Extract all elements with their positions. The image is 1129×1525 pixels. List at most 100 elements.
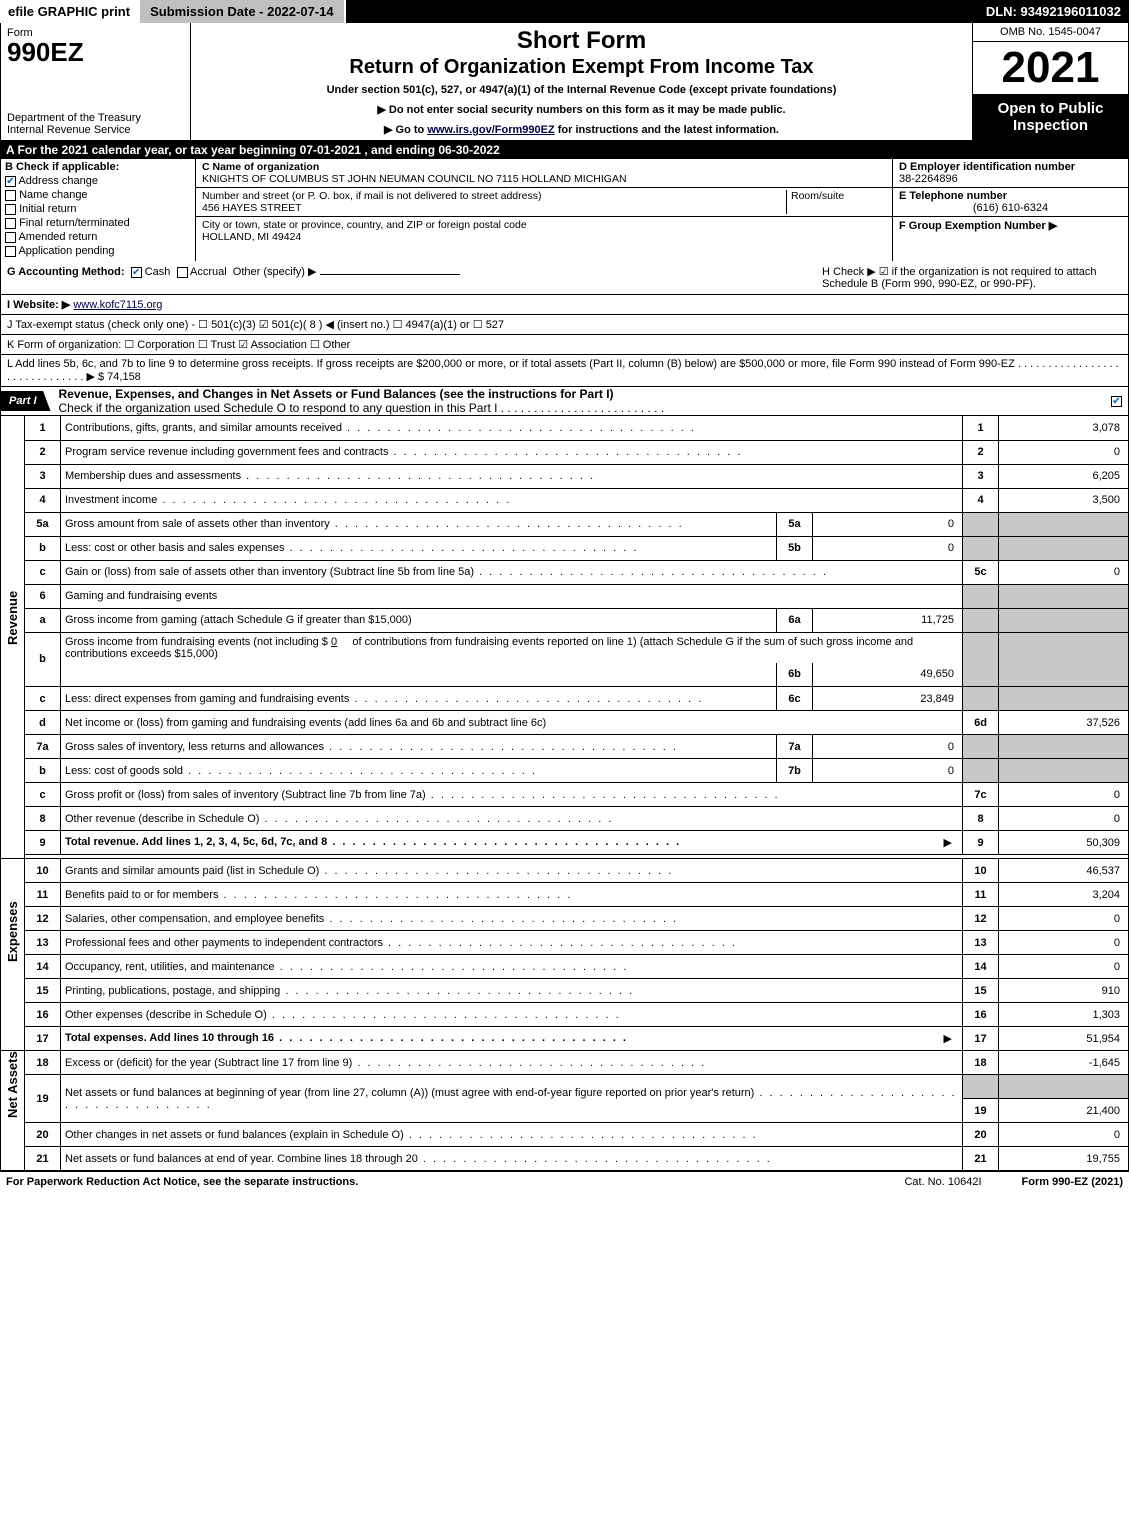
line-11: 11 Benefits paid to or for members 11 3,… [1,883,1129,907]
part1-tab: Part I [1,391,51,411]
accrual-label: Accrual [190,266,227,278]
street-hdr: Number and street (or P. O. box, if mail… [202,190,541,202]
website-link[interactable]: www.kofc7115.org [73,299,162,311]
dept-treasury: Department of the Treasury Internal Reve… [7,112,184,136]
line-3: 3 Membership dues and assessments 3 6,20… [1,464,1129,488]
line-6b-2: 6b 49,650 [1,663,1129,687]
line-12: 12 Salaries, other compensation, and emp… [1,907,1129,931]
line-1: Revenue 1 Contributions, gifts, grants, … [1,416,1129,440]
city-row: City or town, state or province, country… [196,217,892,245]
col-d: D Employer identification number 38-2264… [893,159,1128,261]
line-9: 9 Total revenue. Add lines 1, 2, 3, 4, 5… [1,831,1129,855]
public-inspection: Open to Public Inspection [973,94,1128,140]
efile-label: efile GRAPHIC print [0,0,140,23]
other-label: Other (specify) ▶ [233,266,317,278]
l6b-underline: 0 [331,636,337,648]
row-i: I Website: ▶ www.kofc7115.org [0,295,1129,315]
section-a: A For the 2021 calendar year, or tax yea… [0,141,1129,159]
irs-link[interactable]: www.irs.gov/Form990EZ [427,124,554,136]
row-g-h: G Accounting Method: Cash Accrual Other … [0,261,1129,295]
city-hdr: City or town, state or province, country… [202,219,527,231]
tel: (616) 610-6324 [899,202,1122,214]
ein: 38-2264896 [899,173,958,185]
header-center: Short Form Return of Organization Exempt… [191,23,973,140]
line-7a: 7a Gross sales of inventory, less return… [1,735,1129,759]
g-accounting: G Accounting Method: Cash Accrual Other … [7,265,822,290]
dln: DLN: 93492196011032 [978,0,1129,23]
l6b-d1: Gross income from fundraising events (no… [65,636,328,648]
chk-address-label: Address change [18,175,98,187]
chk-final-label: Final return/terminated [19,217,130,229]
street: 456 HAYES STREET [202,202,302,214]
line-6b-1: b Gross income from fundraising events (… [1,632,1129,663]
chk-amended-label: Amended return [18,231,97,243]
l1-amt: 3,078 [999,416,1129,440]
header-left: Form 990EZ Department of the Treasury In… [1,23,191,140]
part1-header: Part I Revenue, Expenses, and Changes in… [0,387,1129,416]
line-4: 4 Investment income 4 3,500 [1,488,1129,512]
line-10: Expenses 10 Grants and similar amounts p… [1,859,1129,883]
grp-hdr: F Group Exemption Number ▶ [899,220,1057,232]
col-c: C Name of organization KNIGHTS OF COLUMB… [196,159,893,261]
chk-pending[interactable]: Application pending [5,245,191,257]
line-6: 6 Gaming and fundraising events [1,584,1129,608]
line-7b: b Less: cost of goods sold 7b 0 [1,759,1129,783]
sidetab-expenses: Expenses [1,859,25,1051]
chk-accrual[interactable] [177,267,188,278]
main-title: Return of Organization Exempt From Incom… [199,56,964,79]
chk-initial-label: Initial return [19,203,76,215]
row-j: J Tax-exempt status (check only one) - ☐… [0,315,1129,335]
line-7c: c Gross profit or (loss) from sales of i… [1,783,1129,807]
l1-num: 1 [25,416,61,440]
form-header: Form 990EZ Department of the Treasury In… [0,23,1129,141]
b-header: B Check if applicable: [5,161,191,173]
l1-desc: Contributions, gifts, grants, and simila… [61,416,963,440]
line-19a: 19 Net assets or fund balances at beginn… [1,1075,1129,1099]
chk-cash[interactable] [131,267,142,278]
part1-check[interactable] [1111,395,1128,407]
street-row: Number and street (or P. O. box, if mail… [196,188,892,217]
line-6a: a Gross income from gaming (attach Sched… [1,608,1129,632]
chk-initial[interactable]: Initial return [5,203,191,215]
header-right: OMB No. 1545-0047 2021 Open to Public In… [973,23,1128,140]
ssn-note: ▶ Do not enter social security numbers o… [199,103,964,116]
line-6d: d Net income or (loss) from gaming and f… [1,711,1129,735]
ein-row: D Employer identification number 38-2264… [893,159,1128,188]
l1-ln: 1 [963,416,999,440]
line-13: 13 Professional fees and other payments … [1,931,1129,955]
info-grid: B Check if applicable: Address change Na… [0,159,1129,261]
room-hdr: Room/suite [786,190,886,214]
tax-year: 2021 [973,42,1128,94]
omb-number: OMB No. 1545-0047 [973,23,1128,42]
chk-name-label: Name change [19,189,88,201]
line-2: 2 Program service revenue including gove… [1,440,1129,464]
line-5a: 5a Gross amount from sale of assets othe… [1,512,1129,536]
other-input[interactable] [320,274,460,275]
group-exemption: F Group Exemption Number ▶ [893,217,1128,261]
submission-date: Submission Date - 2022-07-14 [140,0,346,23]
line-21: 21 Net assets or fund balances at end of… [1,1147,1129,1171]
col-b: B Check if applicable: Address change Na… [1,159,196,261]
row-l: L Add lines 5b, 6c, and 7b to line 9 to … [0,355,1129,387]
top-bar: efile GRAPHIC print Submission Date - 20… [0,0,1129,23]
chk-address[interactable]: Address change [5,175,191,187]
part1-title-text: Revenue, Expenses, and Changes in Net As… [59,387,614,401]
sidetab-net: Net Assets [1,1051,25,1171]
row-k: K Form of organization: ☐ Corporation ☐ … [0,335,1129,355]
under-section: Under section 501(c), 527, or 4947(a)(1)… [199,84,964,96]
line-6c: c Less: direct expenses from gaming and … [1,687,1129,711]
chk-pending-label: Application pending [18,245,114,257]
l-text: L Add lines 5b, 6c, and 7b to line 9 to … [7,358,1119,383]
chk-amended[interactable]: Amended return [5,231,191,243]
g-label: G Accounting Method: [7,266,125,278]
line-5b: b Less: cost or other basis and sales ex… [1,536,1129,560]
cash-label: Cash [145,266,171,278]
org-name-row: C Name of organization KNIGHTS OF COLUMB… [196,159,892,188]
c-name-hdr: C Name of organization [202,161,319,173]
line-15: 15 Printing, publications, postage, and … [1,979,1129,1003]
tel-row: E Telephone number (616) 610-6324 [893,188,1128,217]
chk-final[interactable]: Final return/terminated [5,217,191,229]
short-form-title: Short Form [199,27,964,55]
chk-name[interactable]: Name change [5,189,191,201]
l-val: 74,158 [107,371,141,383]
